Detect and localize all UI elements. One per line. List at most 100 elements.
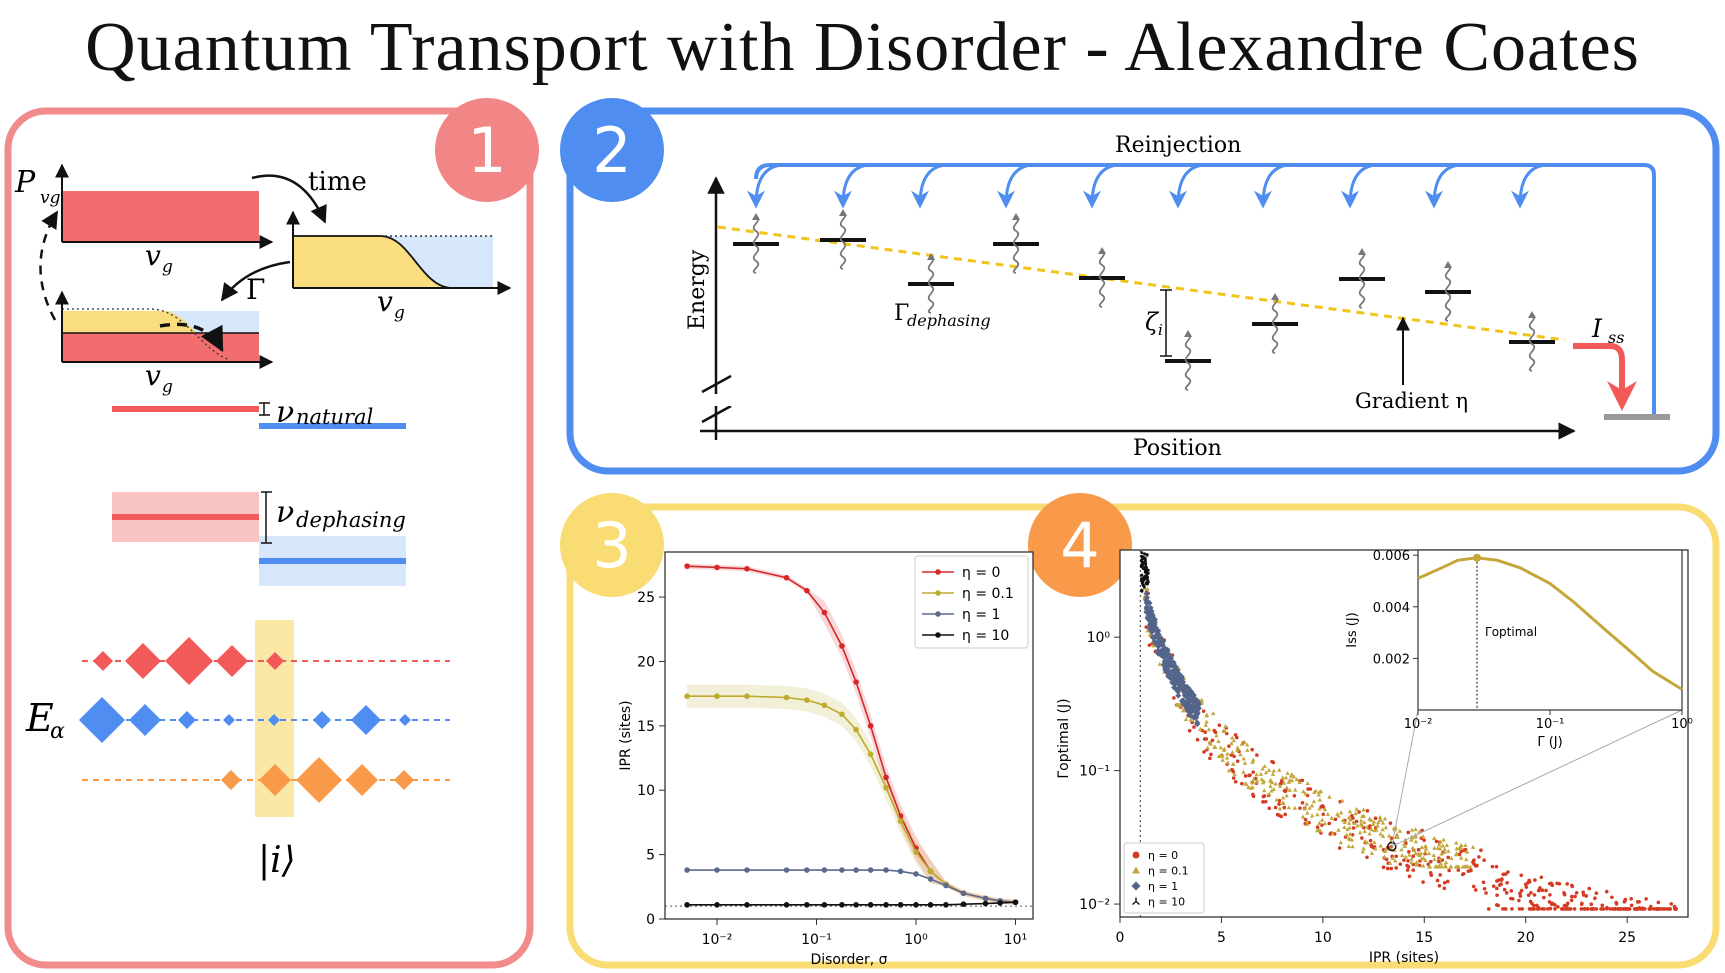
pvg-label: P: [14, 165, 36, 200]
pt-eta01: [1350, 844, 1355, 849]
pt-eta0: [1618, 907, 1623, 911]
pt-eta01: [1371, 819, 1377, 824]
pt-eta1: [1186, 698, 1193, 705]
pt-eta01: [1374, 827, 1379, 832]
pt-eta0: [1608, 907, 1613, 911]
pt-eta10: [1140, 579, 1144, 583]
pt-eta01: [1220, 757, 1225, 762]
pt-eta0: [1278, 782, 1283, 786]
pt-eta0: [1524, 885, 1529, 889]
pt-eta0: [1388, 821, 1393, 825]
pt-eta0: [1445, 879, 1450, 884]
site-wiggle-tip-3: [1012, 213, 1020, 220]
pt-eta0: [1459, 849, 1464, 854]
pt-eta01: [1151, 643, 1156, 648]
series-point-0-0: [684, 563, 690, 569]
pt-eta0: [1279, 814, 1284, 819]
pt-eta0: [1422, 838, 1426, 843]
pt-eta0: [1473, 888, 1478, 892]
site-wiggle-1: [839, 211, 847, 270]
pt-eta01: [1454, 840, 1459, 845]
pt-eta01: [1394, 832, 1400, 837]
pt-eta01: [1369, 827, 1374, 832]
pt-eta0: [1482, 858, 1486, 862]
series-point-1-12: [927, 868, 934, 875]
series-point-3-14: [960, 901, 967, 907]
x-tick-label-0: 10⁻²: [702, 932, 733, 948]
chart4-legend: η = 0 η = 0.1 η = 1 η = 10: [1123, 842, 1205, 914]
pt-eta0: [1398, 862, 1403, 866]
pt-eta01: [1297, 779, 1302, 784]
reinjection-label: Reinjection: [1115, 133, 1241, 158]
pt-eta0: [1411, 854, 1416, 859]
pt-eta01: [1239, 741, 1245, 746]
pt-eta01: [1230, 735, 1235, 740]
pt-eta01: [1145, 586, 1150, 591]
pt-eta10: [1144, 564, 1148, 568]
pt-eta0: [1217, 723, 1222, 728]
pt-eta0: [1482, 886, 1487, 891]
svg-text:4: 4: [1060, 509, 1099, 582]
series-point-0-8: [867, 723, 874, 729]
pt-eta01: [1387, 833, 1392, 838]
pt-eta0: [1351, 826, 1356, 830]
pt-eta01: [1199, 697, 1204, 702]
pt-eta0: [1351, 816, 1355, 820]
pt-eta01: [1336, 827, 1341, 832]
pt-eta0: [1273, 805, 1278, 810]
pt-eta0: [1368, 824, 1372, 828]
pt-eta01: [1230, 750, 1235, 755]
pt-eta10: [1143, 560, 1147, 564]
pt-eta01: [1349, 837, 1355, 842]
pt-eta0: [1572, 907, 1577, 911]
series-point-2-7: [853, 867, 859, 873]
pt-eta0: [1405, 863, 1409, 868]
pt-eta01: [1443, 864, 1449, 869]
pt-eta01: [1241, 769, 1246, 774]
pt-eta0: [1505, 880, 1509, 885]
pt-eta01: [1188, 717, 1194, 722]
pt-eta0: [1416, 847, 1421, 852]
reinjection-arrow-7: [1341, 163, 1376, 209]
pt-eta10: [1140, 554, 1144, 558]
pt-eta0: [1623, 907, 1628, 911]
series-point-3-6: [839, 902, 845, 908]
pt-eta0: [1533, 878, 1537, 882]
pt-eta01: [1281, 780, 1287, 785]
pt-eta0: [1333, 817, 1338, 822]
pt-eta0: [1147, 643, 1152, 647]
nu-dephasing: ν: [276, 495, 294, 530]
legend-marker-2: [1131, 881, 1141, 891]
pt-eta0: [1337, 846, 1342, 850]
pt-eta0: [1494, 886, 1499, 891]
pt-eta01: [1266, 767, 1272, 772]
pt-eta0: [1300, 778, 1305, 783]
pt-eta0: [1587, 886, 1592, 891]
pt-eta01: [1210, 711, 1216, 716]
pt-eta01: [1407, 852, 1412, 857]
pt-eta0: [1144, 625, 1149, 629]
pt-eta01: [1277, 806, 1283, 811]
site-wiggle-5: [1184, 332, 1192, 391]
pt-eta01: [1344, 832, 1349, 837]
pt-eta01: [1402, 843, 1408, 848]
pt-eta01: [1436, 864, 1441, 869]
pt-eta0: [1201, 709, 1206, 713]
pt-eta01: [1300, 814, 1306, 819]
pt-eta01: [1315, 812, 1320, 817]
pt-eta01: [1387, 860, 1393, 865]
pt-eta0: [1532, 907, 1536, 911]
pt-eta01: [1254, 772, 1259, 777]
pt-eta0: [1438, 873, 1442, 877]
vg-sub-1: g: [162, 257, 173, 277]
series-point-1-1: [714, 693, 720, 700]
pt-eta01: [1378, 818, 1383, 823]
pt-eta01: [1280, 775, 1285, 780]
pt-eta0: [1565, 907, 1569, 911]
pt-eta0: [1486, 907, 1491, 911]
pt-eta01: [1377, 814, 1383, 819]
pt-eta0: [1542, 895, 1546, 900]
pt-eta0: [1373, 816, 1378, 820]
pt-eta01: [1248, 785, 1254, 790]
